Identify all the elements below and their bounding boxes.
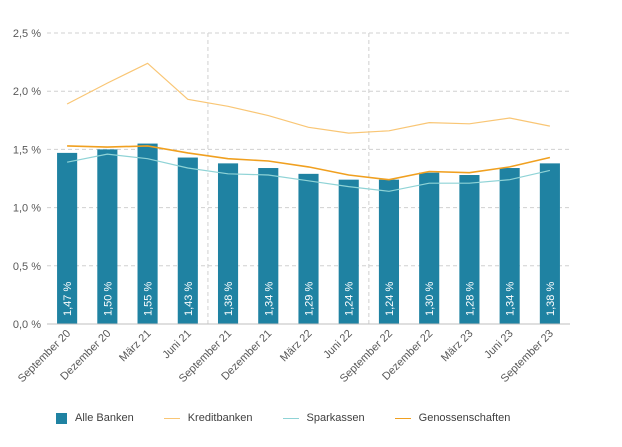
bar-value-label: 1,24 %: [384, 282, 396, 316]
bar: [217, 163, 239, 324]
legend-item: Kreditbanken: [163, 412, 253, 424]
x-tick-label: Juni 21: [160, 328, 194, 362]
bar: [378, 179, 400, 324]
bar: [177, 157, 198, 324]
lines: [66, 62, 551, 192]
legend-swatch: [56, 412, 67, 424]
x-tick-label: Juni 23: [482, 328, 516, 362]
x-tick-label: März 22: [278, 328, 315, 365]
bar-value-label: 1,30 %: [424, 282, 436, 316]
bar-value-label: 1,28 %: [464, 282, 476, 316]
series-line-kreditbanken: [66, 62, 551, 134]
bar: [97, 149, 118, 324]
legend-label: Alle Banken: [75, 412, 134, 424]
x-tick-label: Juni 22: [321, 328, 355, 362]
legend-item: Sparkassen: [282, 412, 365, 424]
bar-value-label: 1,29 %: [304, 282, 316, 316]
y-tick-label: 0,5 %: [13, 261, 41, 273]
legend-swatch: [394, 417, 411, 419]
grid: [47, 32, 570, 324]
x-tick-label: März 23: [439, 328, 476, 365]
bar: [258, 168, 279, 324]
bar-value-label: 1,34 %: [263, 282, 275, 316]
legend-swatch: [282, 417, 299, 419]
bar-value-label: 1,38 %: [223, 282, 235, 316]
y-tick-label: 1,5 %: [13, 144, 41, 156]
legend-swatch: [163, 417, 180, 419]
bars: 1,47 % 1,50 % 1,55 % 1,43 % 1,38 % 1,34 % 1,29…: [57, 143, 560, 324]
bar-value-label: 1,43 %: [183, 282, 195, 316]
bar: [499, 168, 520, 324]
bar: [137, 143, 158, 324]
series-line-genossenschaften: [67, 145, 551, 181]
legend-label: Sparkassen: [306, 412, 365, 424]
bar: [459, 175, 480, 324]
bar: [419, 172, 440, 324]
bar: [338, 179, 359, 324]
y-tick-label: 2,5 %: [13, 28, 41, 40]
axes: 0,0 %0,5 %1,0 %1,5 %2,0 %2,5 %September …: [13, 28, 570, 385]
legend: Alle Banken Kreditbanken Sparkassen Genosse…: [56, 412, 540, 424]
legend-label: Genossenschaften: [418, 412, 511, 424]
legend-item: Alle Banken: [56, 412, 134, 424]
x-tick-label: März 21: [117, 328, 154, 365]
bar-value-label: 1,34 %: [505, 282, 517, 316]
bar-value-label: 1,24 %: [344, 282, 356, 316]
bar: [298, 173, 319, 324]
bar: [57, 152, 78, 324]
bar-value-label: 1,47 %: [62, 282, 74, 316]
series-line-sparkassen: [66, 153, 551, 192]
bar-value-label: 1,38 %: [545, 282, 557, 316]
y-tick-label: 0,0 %: [13, 319, 41, 331]
bar-value-label: 1,50 %: [102, 282, 114, 316]
y-tick-label: 1,0 %: [13, 203, 41, 215]
y-tick-label: 2,0 %: [13, 86, 41, 98]
legend-item: Genossenschaften: [394, 412, 511, 424]
bar-value-label: 1,55 %: [143, 282, 155, 316]
legend-label: Kreditbanken: [187, 412, 253, 424]
bar: [539, 163, 560, 324]
